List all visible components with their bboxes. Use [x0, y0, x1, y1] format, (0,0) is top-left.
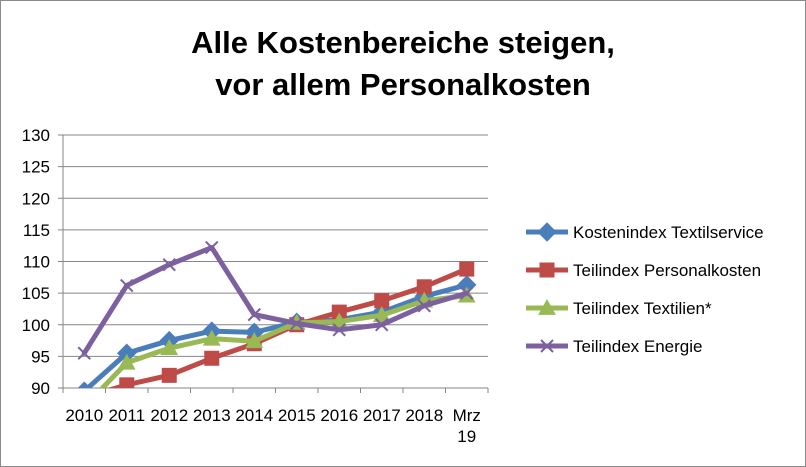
chart-title-line-1: Alle Kostenbereiche steigen,	[191, 25, 615, 60]
x-tick-label: 2018	[405, 406, 443, 425]
chart-title-line-2: vor allem Personalkosten	[215, 67, 591, 102]
legend-item: Teilindex Personalkosten	[526, 261, 761, 280]
plot-area	[77, 240, 477, 388]
data-point	[290, 316, 304, 331]
data-point	[247, 307, 261, 322]
legend-item: Kostenindex Textilservice	[526, 222, 764, 242]
data-point	[77, 381, 91, 388]
x-tick-label: 2015	[278, 406, 316, 425]
x-tick-label: 2011	[108, 406, 145, 425]
x-tick-label: Mrz	[453, 406, 481, 425]
x-tick-label: 2014	[235, 406, 273, 425]
legend-marker	[537, 222, 557, 242]
series-line-4	[81, 245, 470, 356]
x-tick-label: 2017	[363, 406, 401, 425]
data-point	[460, 286, 474, 300]
chart-title: Alle Kostenbereiche steigen, vor allem P…	[0, 22, 806, 106]
legend-label: Teilindex Energie	[573, 337, 702, 356]
y-tick-label: 115	[23, 221, 50, 240]
data-point	[375, 318, 389, 332]
y-tick-label: 110	[23, 253, 50, 272]
legend-item: Teilindex Textilien*	[526, 298, 712, 318]
data-point	[202, 329, 221, 346]
x-tick-label: 19	[457, 427, 476, 446]
data-point	[332, 323, 346, 337]
legend-marker	[538, 298, 556, 315]
x-tick-label: 2010	[65, 406, 103, 425]
data-point	[459, 261, 475, 277]
y-tick-label: 105	[22, 284, 50, 303]
data-point	[160, 339, 179, 356]
legend-label: Teilindex Personalkosten	[573, 261, 761, 280]
y-tick-label: 130	[22, 126, 50, 145]
data-point	[117, 353, 136, 370]
y-tick-label: 90	[31, 379, 50, 398]
legend-item: Teilindex Energie	[526, 337, 702, 356]
x-tick-label: 2016	[320, 406, 358, 425]
data-point	[120, 278, 134, 293]
series-line-1	[84, 282, 470, 388]
data-point	[77, 346, 91, 360]
data-point	[119, 377, 135, 388]
y-tick-label: 120	[22, 189, 50, 208]
y-tick-label: 95	[31, 347, 50, 366]
legend-label: Kostenindex Textilservice	[573, 223, 764, 242]
legend-marker	[539, 262, 555, 278]
series-line-3	[98, 293, 470, 388]
y-tick-label: 125	[22, 158, 50, 177]
data-point	[204, 350, 220, 366]
data-point	[374, 293, 390, 309]
data-point	[372, 306, 391, 323]
x-tick-label: 2013	[193, 406, 231, 425]
data-point	[245, 332, 264, 349]
x-tick-label: 2012	[150, 406, 188, 425]
legend-label: Teilindex Textilien*	[573, 299, 712, 318]
data-point	[417, 299, 431, 313]
data-point	[161, 367, 177, 383]
legend-marker	[540, 339, 554, 353]
data-point	[205, 240, 219, 255]
y-tick-label: 100	[22, 316, 50, 335]
data-point	[162, 257, 176, 272]
